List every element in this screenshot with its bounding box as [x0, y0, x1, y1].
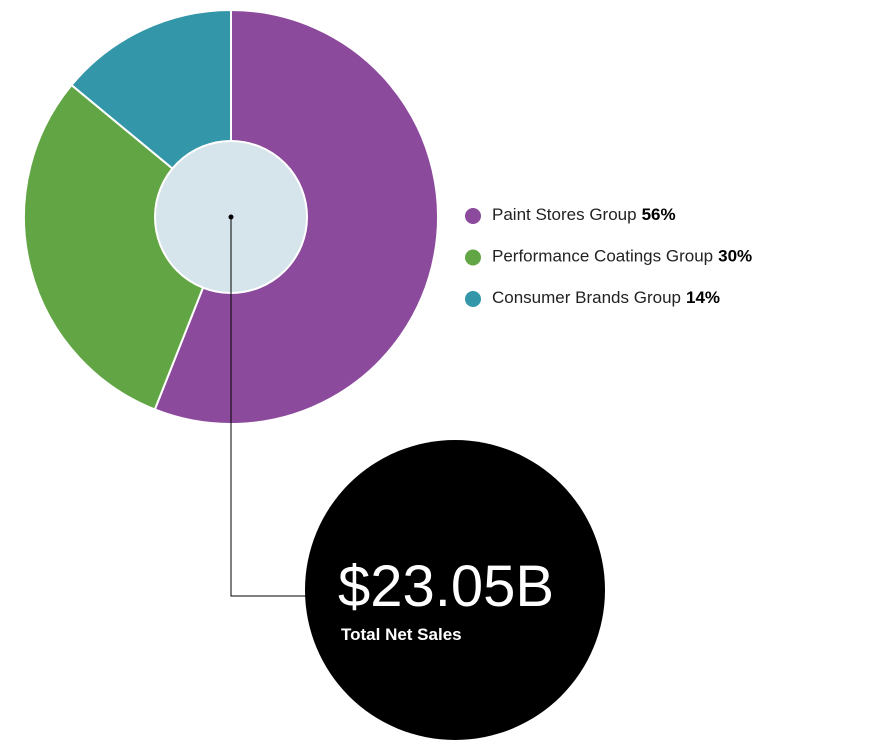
- legend-value: 14%: [686, 288, 720, 307]
- connector-dot: [228, 214, 234, 220]
- legend-value: 56%: [642, 205, 676, 224]
- legend-label: Paint Stores Group: [492, 205, 637, 224]
- total-value: $23.05B: [338, 554, 554, 619]
- legend-swatch: [465, 291, 481, 307]
- legend-entry: Consumer Brands Group 14%: [492, 288, 720, 307]
- legend-label: Consumer Brands Group: [492, 288, 681, 307]
- connector-line: [230, 217, 306, 597]
- total-circle: [305, 440, 605, 740]
- total-label: Total Net Sales: [341, 625, 462, 644]
- legend-entry: Performance Coatings Group 30%: [492, 247, 752, 266]
- legend-label: Performance Coatings Group: [492, 247, 713, 266]
- legend-value: 30%: [718, 247, 752, 266]
- legend: Paint Stores Group 56% Performance Coating…: [465, 205, 752, 307]
- legend-swatch: [465, 208, 481, 224]
- pie-slice: [23, 83, 233, 411]
- legend-entry: Paint Stores Group 56%: [492, 205, 676, 224]
- legend-swatch: [465, 249, 481, 266]
